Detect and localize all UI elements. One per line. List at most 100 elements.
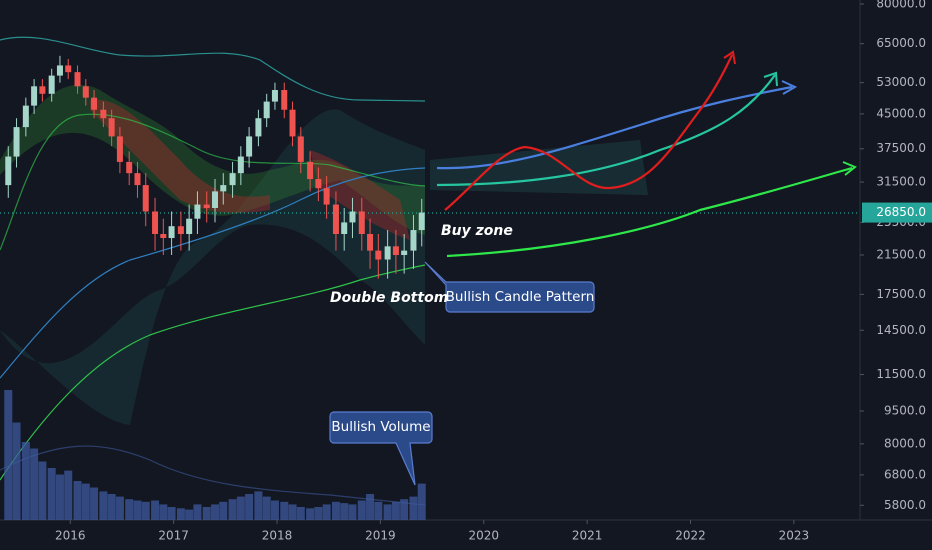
volume-bar xyxy=(107,494,116,520)
volume-bar xyxy=(245,494,254,520)
candle-body xyxy=(100,109,107,119)
volume-bar xyxy=(348,504,357,520)
callout-box xyxy=(329,411,433,486)
candle-body xyxy=(74,72,81,87)
band-upper xyxy=(0,36,426,102)
volume-bar xyxy=(322,504,331,520)
annotation: Double Bottom xyxy=(330,290,448,306)
last-price-box xyxy=(862,202,932,223)
candle-body xyxy=(22,105,29,128)
x-tick-label: 2018 xyxy=(262,529,293,543)
volume-bar xyxy=(176,508,185,520)
candle-body xyxy=(160,233,167,239)
candle-body xyxy=(349,211,356,223)
volume-bar xyxy=(73,481,82,520)
candle-body xyxy=(297,136,304,162)
volume-bar xyxy=(383,504,392,520)
forecast-teal xyxy=(436,74,776,187)
volume-bar xyxy=(125,499,134,520)
arrow xyxy=(842,161,857,176)
volume-bar xyxy=(236,496,245,520)
candle-body xyxy=(332,204,339,234)
candle-body xyxy=(323,188,330,205)
volume-bar xyxy=(115,496,124,520)
candle-body xyxy=(289,109,296,137)
candle-body xyxy=(410,230,417,251)
candle-body xyxy=(307,161,314,180)
y-tick-label: 45000.0 xyxy=(876,106,926,120)
volume-bar xyxy=(81,483,90,520)
candle-body xyxy=(246,136,253,157)
volume-bar xyxy=(357,500,366,520)
volume-bar xyxy=(38,461,47,520)
volume-bar xyxy=(391,501,400,520)
arrow xyxy=(723,50,736,65)
x-tick-label: 2022 xyxy=(675,529,706,543)
volume-bar xyxy=(374,501,383,520)
arrow xyxy=(781,80,798,95)
volume-bar xyxy=(133,500,142,520)
volume-bar xyxy=(409,496,418,520)
candle-body xyxy=(255,118,262,137)
x-tick-label: 2020 xyxy=(468,529,499,543)
candle-body xyxy=(48,75,55,94)
candle-body xyxy=(116,136,123,162)
volume-bar xyxy=(219,501,228,520)
x-tick-label: 2016 xyxy=(55,529,86,543)
volume-ma xyxy=(0,445,426,506)
volume-bar xyxy=(306,508,315,520)
ribbon-red xyxy=(310,150,410,240)
forecast-green xyxy=(446,166,853,258)
candle-body xyxy=(237,156,244,174)
plot xyxy=(4,55,426,520)
candle-body xyxy=(358,211,365,234)
candle-body xyxy=(203,204,210,208)
candle-body xyxy=(418,212,425,231)
volume-bar xyxy=(30,448,39,520)
volume-bar xyxy=(417,483,426,520)
projection-cloud xyxy=(430,140,648,195)
volume-bar xyxy=(21,442,30,520)
volume-bar xyxy=(314,507,323,520)
volume-bar xyxy=(99,491,108,520)
candle-body xyxy=(31,86,38,106)
ma-blue xyxy=(0,167,426,379)
volume-bar xyxy=(366,494,375,520)
callout-text: Bullish Candle Pattern xyxy=(446,289,595,305)
volume-bar xyxy=(202,507,211,520)
ma-green xyxy=(0,264,426,481)
candle-body xyxy=(229,173,236,186)
volume-bar xyxy=(141,501,150,520)
candle-body xyxy=(56,65,63,76)
candle-body xyxy=(39,86,46,94)
candle-body xyxy=(5,156,12,186)
arrow xyxy=(763,71,778,87)
candle-body xyxy=(65,65,72,73)
y-tick-label: 21500.0 xyxy=(876,248,926,262)
candle-body xyxy=(91,97,98,110)
y-tick-label: 17500.0 xyxy=(876,287,926,301)
callout-text: Bullish Volume xyxy=(331,419,430,435)
candle-body xyxy=(152,211,159,234)
candle-body xyxy=(367,233,374,251)
volume-bar xyxy=(193,504,202,520)
candle-body xyxy=(212,191,218,208)
y-tick-label: 11500.0 xyxy=(876,367,926,381)
ma-fast xyxy=(0,113,426,251)
ribbon xyxy=(0,84,425,235)
candle-body xyxy=(375,250,382,260)
candle-body xyxy=(177,226,184,234)
volume-bar xyxy=(270,500,279,520)
y-tick-label: 9500.0 xyxy=(884,404,926,418)
candle-body xyxy=(134,173,141,186)
y-tick-label: 37500.0 xyxy=(876,141,926,155)
y-tick-label: 14500.0 xyxy=(876,323,926,337)
y-tick-label: 8000.0 xyxy=(884,436,926,450)
y-tick-label: 6800.0 xyxy=(884,467,926,481)
annotation: Buy zone xyxy=(441,223,513,239)
last-price-label: 26850.0 xyxy=(876,205,926,219)
candle-body xyxy=(108,118,115,137)
candle-body xyxy=(315,179,322,189)
x-tick-label: 2023 xyxy=(779,529,810,543)
